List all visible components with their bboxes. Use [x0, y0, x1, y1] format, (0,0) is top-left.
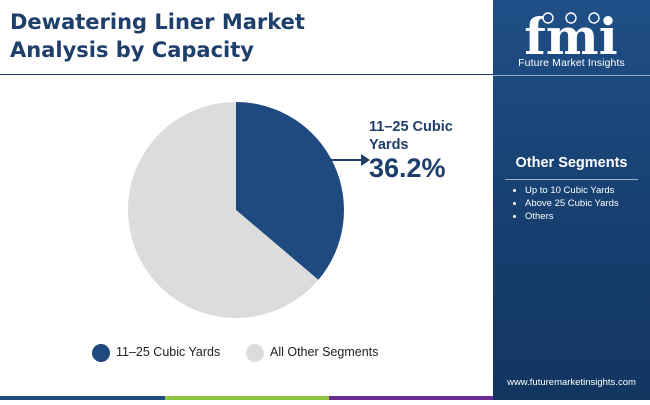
callout-label-line-1: 11–25 Cubic — [369, 119, 453, 135]
logo-globe-icon-2 — [565, 12, 577, 24]
segment-item: Above 25 Cubic Yards — [511, 197, 619, 210]
page-title: Dewatering Liner Market Analysis by Capa… — [10, 8, 480, 64]
fmi-logo: fmi — [524, 8, 617, 58]
website-link[interactable]: www.futuremarketinsights.com — [507, 377, 636, 388]
pie-chart — [127, 102, 344, 318]
other-segments-list: Up to 10 Cubic Yards Above 25 Cubic Yard… — [511, 184, 619, 223]
bottom-color-bar — [0, 396, 493, 400]
brand-caption: Future Market Insights — [518, 57, 625, 69]
other-segments-title: Other Segments — [515, 155, 628, 171]
other-segments-divider — [505, 179, 638, 180]
title-divider — [0, 74, 493, 75]
callout-label: 11–25 Cubic Yards — [369, 118, 489, 154]
logo-globe-icon-1 — [542, 12, 554, 24]
bar-segment-green — [165, 396, 329, 400]
sidebar-panel: fmi Future Market Insights Other Segment… — [493, 0, 650, 400]
title-line-2: Analysis by Capacity — [10, 38, 254, 62]
legend-label-primary: 11–25 Cubic Yards — [116, 345, 221, 359]
callout-value: 36.2% — [369, 153, 446, 183]
legend-label-other: All Other Segments — [270, 345, 379, 359]
segment-item: Up to 10 Cubic Yards — [511, 184, 619, 197]
title-line-1: Dewatering Liner Market — [10, 10, 305, 34]
bar-segment-purple — [329, 396, 493, 400]
legend-swatch-other — [246, 344, 264, 362]
pie-slice-primary — [236, 102, 344, 280]
bar-segment-blue — [0, 396, 165, 400]
callout-label-line-2: Yards — [369, 137, 409, 153]
logo-globe-icon-3 — [588, 12, 600, 24]
callout-arrow — [330, 154, 370, 166]
segment-item: Others — [511, 210, 619, 223]
sidebar-divider — [493, 75, 650, 76]
pie-slice-other — [127, 102, 319, 318]
legend-swatch-primary — [92, 344, 110, 362]
